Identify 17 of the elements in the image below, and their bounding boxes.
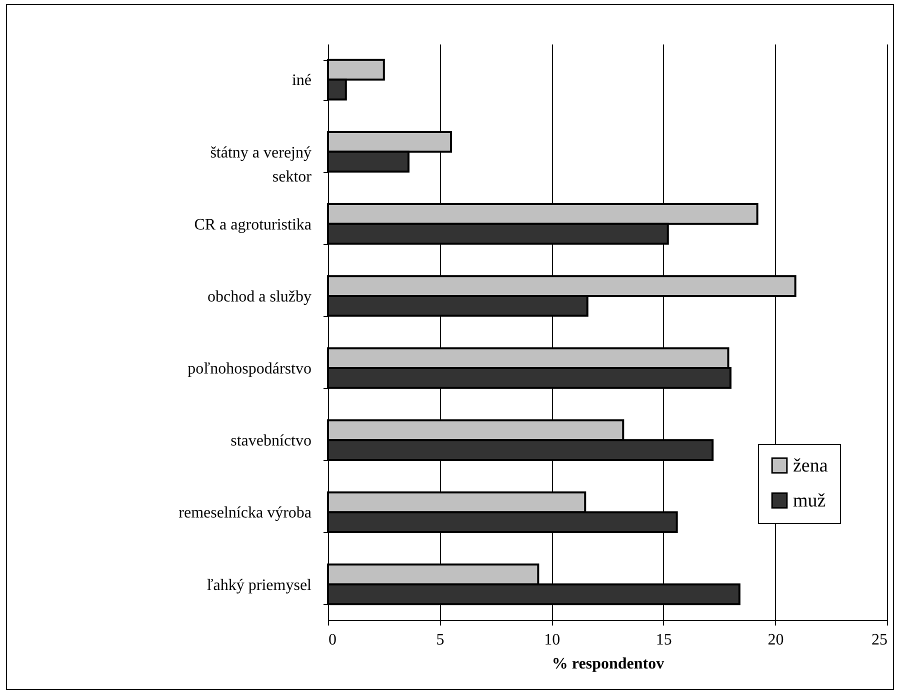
y-tick-label: štátny a verejný sektor [210, 144, 312, 186]
y-tick-label: stavebníctvo [230, 432, 312, 450]
x-tick-label: 20 [768, 632, 784, 648]
legend-label: žena [793, 456, 828, 476]
x-tick-label: 15 [656, 632, 672, 648]
y-tick-label: poľnohospodárstvo [188, 360, 312, 378]
y-tick-label: iné [292, 72, 312, 90]
legend-label: muž [793, 490, 826, 512]
x-tick-label: 25 [872, 632, 888, 648]
x-tick-label: 5 [436, 632, 444, 648]
x-tick-label: 0 [328, 632, 336, 648]
x-tick-label: 10 [544, 632, 560, 648]
y-tick-label: CR a agroturistika [194, 216, 312, 234]
y-tick-label: obchod a služby [208, 288, 312, 306]
y-tick-label: ľahký priemysel [206, 576, 312, 594]
x-axis-title: % respondentov [552, 656, 664, 672]
y-tick-label: remeselnícka výroba [178, 504, 312, 522]
